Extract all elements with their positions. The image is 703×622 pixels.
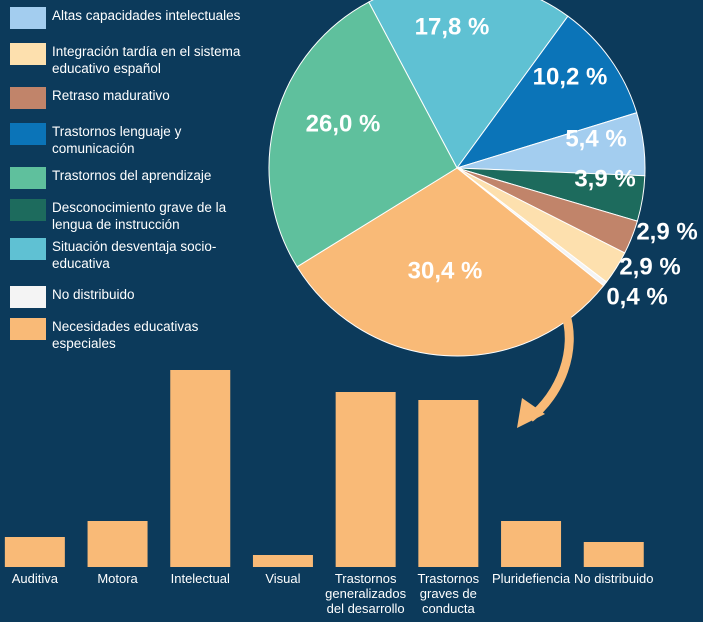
- legend-label: Trastornos lenguaje y comunicación: [52, 124, 182, 156]
- legend-swatch: [10, 286, 46, 308]
- legend-item: Trastornos del aprendizaje: [10, 167, 264, 189]
- legend-item: Integración tardía en el sistema educati…: [10, 43, 264, 77]
- pie-label: 0,4 %: [606, 283, 667, 310]
- legend-label: Retraso madurativo: [52, 88, 170, 103]
- legend-swatch: [10, 7, 46, 29]
- pie-label: 2,9 %: [619, 253, 680, 280]
- legend-label: No distribuido: [52, 287, 135, 302]
- legend-swatch: [10, 123, 46, 145]
- legend-swatch: [10, 167, 46, 189]
- bar: [583, 542, 644, 567]
- x-tick-label: Motora: [97, 571, 138, 586]
- pie-slice: [268, 1, 458, 268]
- legend-label: Integración tardía en el sistema educati…: [52, 44, 241, 76]
- legend-swatch: [10, 199, 46, 221]
- legend-item: Necesidades educativas especiales: [10, 318, 264, 352]
- x-tick-label: Intelectual: [170, 571, 230, 586]
- legend-swatch: [10, 238, 46, 260]
- legend-item: Retraso madurativo: [10, 87, 264, 109]
- legend-item: Trastornos lenguaje y comunicación: [10, 123, 264, 157]
- bar: [335, 392, 396, 567]
- bar: [418, 400, 479, 567]
- legend-label: Altas capacidades intelectuales: [52, 8, 241, 23]
- legend-label: Desconocimiento grave de la lengua de in…: [52, 200, 227, 232]
- bar: [87, 521, 148, 567]
- pie-label: 3,9 %: [574, 165, 635, 192]
- x-tick-label: Visual: [265, 571, 301, 586]
- arrow: [527, 310, 574, 422]
- legend-label: Situación desventaja socio-educativa: [52, 239, 217, 271]
- x-tick-label: Pluridefiencia: [492, 571, 571, 586]
- legend-item: Desconocimiento grave de la lengua de in…: [10, 199, 264, 233]
- x-tick-label: Auditiva: [11, 571, 58, 586]
- pie-slice: [296, 167, 605, 357]
- pie-label: 5,4 %: [565, 125, 626, 152]
- legend-item: No distribuido: [10, 286, 264, 308]
- legend-label: Necesidades educativas especiales: [52, 319, 199, 351]
- legend-item: Situación desventaja socio-educativa: [10, 238, 264, 272]
- x-tick-label: Trastornos generalizados del desarrollo: [325, 571, 407, 616]
- pie-slice: [455, 15, 638, 169]
- bar: [4, 537, 65, 567]
- legend-item: Altas capacidades intelectuales: [10, 7, 264, 29]
- pie-label: 26,0 %: [306, 110, 381, 137]
- pie-label: 10,2 %: [533, 63, 608, 90]
- pie-label: 30,4 %: [408, 257, 483, 284]
- x-tick-label: Trastornos graves de conducta: [417, 571, 480, 616]
- legend-swatch: [10, 43, 46, 65]
- bar: [501, 521, 562, 567]
- bar: [170, 370, 231, 567]
- pie-label: 2,9 %: [636, 218, 697, 245]
- legend-swatch: [10, 87, 46, 109]
- pie-label: 17,8 %: [415, 13, 490, 40]
- legend-label: Trastornos del aprendizaje: [52, 168, 212, 183]
- pie-slice: [368, 0, 569, 169]
- legend-swatch: [10, 318, 46, 340]
- x-tick-label: No distribuido: [574, 571, 654, 586]
- bar: [252, 555, 313, 567]
